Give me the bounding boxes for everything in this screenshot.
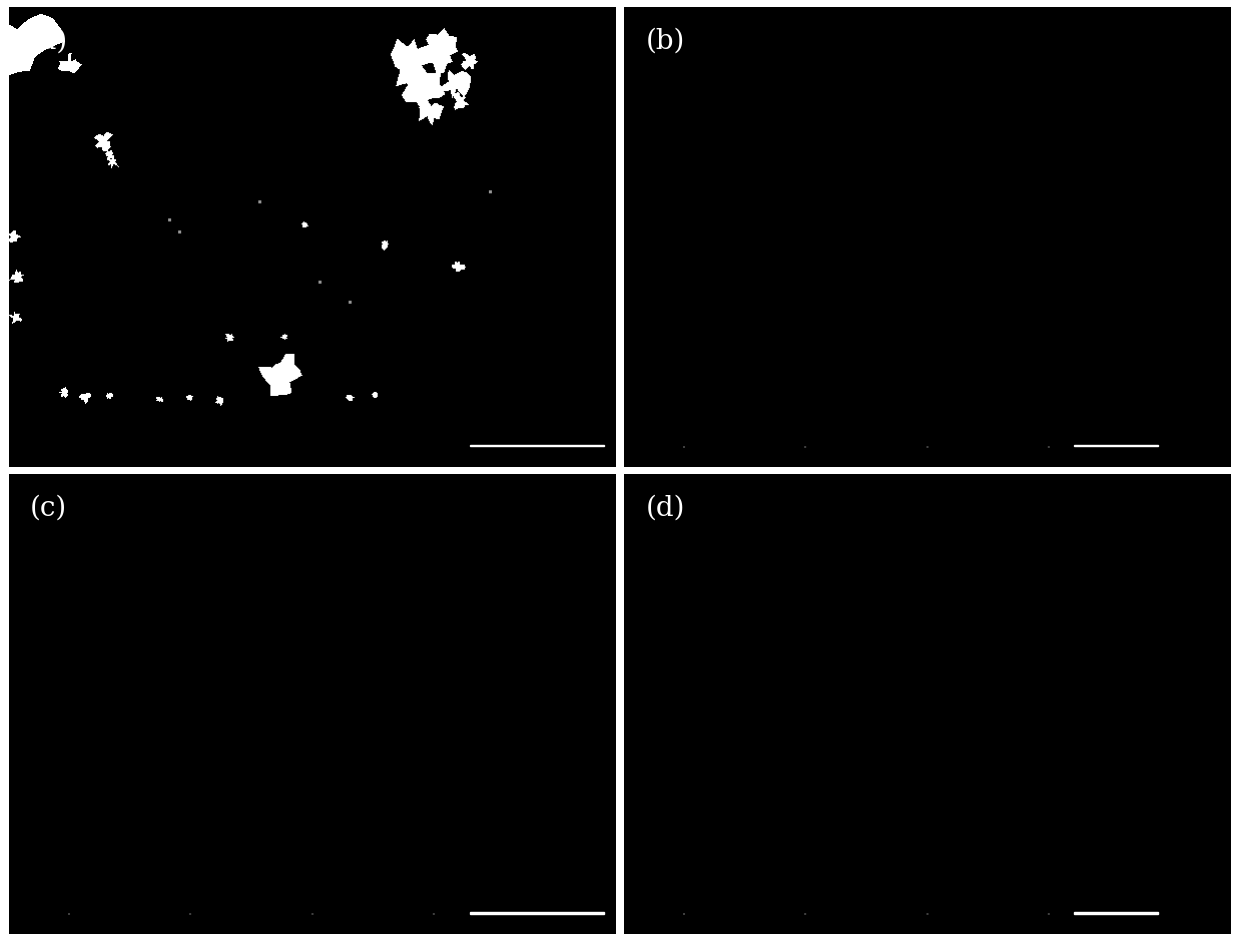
Text: (a): (a) — [30, 27, 68, 55]
Text: (b): (b) — [646, 27, 684, 55]
Bar — [1074, 445, 1158, 446]
Bar — [470, 445, 604, 446]
Text: (d): (d) — [646, 495, 684, 521]
Bar — [1074, 912, 1158, 914]
Text: (c): (c) — [30, 495, 67, 521]
Bar — [470, 912, 604, 914]
